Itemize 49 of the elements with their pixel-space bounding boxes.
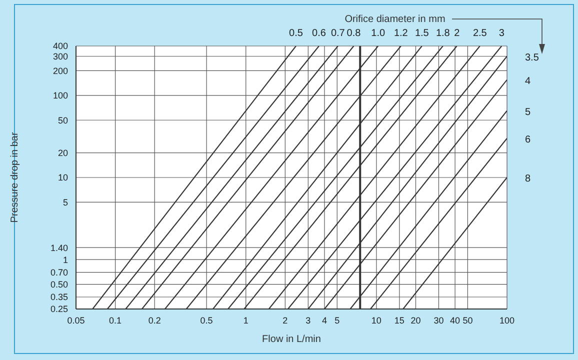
series-label: 5 bbox=[525, 106, 531, 118]
y-axis-title: Pressure drop in bar bbox=[10, 132, 21, 223]
series-label: 8 bbox=[525, 174, 531, 184]
x-tick-label: 40 bbox=[450, 315, 460, 326]
y-tick-label: 0.25 bbox=[50, 304, 68, 314]
y-tick-label: 400 bbox=[52, 41, 68, 52]
series-label: 1.5 bbox=[414, 28, 430, 39]
x-tick-label: 1 bbox=[243, 315, 248, 326]
x-tick-label: 0.5 bbox=[200, 315, 213, 326]
series-label: 1.0 bbox=[371, 28, 386, 39]
series-label: 0.7 bbox=[330, 28, 346, 39]
x-tick-label: 3 bbox=[306, 315, 311, 326]
x-tick-label: 10 bbox=[371, 315, 382, 326]
x-tick-label: 30 bbox=[434, 315, 444, 326]
x-tick-label: 100 bbox=[499, 315, 515, 326]
y-tick-label: 50 bbox=[58, 115, 68, 126]
series-label: 3.5 bbox=[525, 52, 540, 64]
x-tick-label: 5 bbox=[334, 315, 340, 326]
y-tick-label: 200 bbox=[52, 66, 68, 76]
x-tick-label: 4 bbox=[322, 315, 327, 326]
x-axis-title: Flow in L/min bbox=[262, 334, 321, 345]
x-tick-label: 0.05 bbox=[67, 315, 85, 326]
x-tick-label: 0.2 bbox=[148, 315, 161, 326]
y-tick-label: 300 bbox=[52, 51, 68, 62]
series-label: 0.5 bbox=[289, 28, 304, 39]
legend-title: Orifice diameter in mm bbox=[344, 14, 446, 25]
series-label: 3 bbox=[498, 28, 505, 39]
y-tick-label: 20 bbox=[58, 148, 68, 158]
x-tick-label: 2 bbox=[282, 315, 288, 326]
x-tick-label: 50 bbox=[462, 315, 473, 326]
series-label: 2.5 bbox=[472, 28, 488, 39]
y-tick-label: 0.50 bbox=[50, 279, 68, 290]
series-label: 0.6 bbox=[312, 28, 326, 39]
y-tick-label: 100 bbox=[52, 90, 68, 101]
y-tick-label: 1.40 bbox=[50, 242, 68, 253]
series-label: 1.8 bbox=[436, 28, 450, 39]
x-tick-label: 15 bbox=[394, 315, 404, 326]
y-tick-label: 10 bbox=[58, 172, 68, 183]
x-tick-label: 20 bbox=[410, 315, 421, 326]
series-label: 1.2 bbox=[394, 28, 408, 39]
series-label: 6 bbox=[525, 134, 531, 146]
series-label: 2 bbox=[454, 28, 460, 39]
y-tick-label: 1 bbox=[62, 254, 68, 265]
x-tick-label: 0.1 bbox=[109, 315, 122, 326]
y-tick-label: 0.35 bbox=[50, 292, 68, 302]
y-tick-label: 5 bbox=[62, 197, 68, 208]
series-label: 4 bbox=[525, 76, 531, 87]
series-label: 0.8 bbox=[346, 28, 362, 39]
y-tick-label: 0.70 bbox=[50, 267, 68, 278]
